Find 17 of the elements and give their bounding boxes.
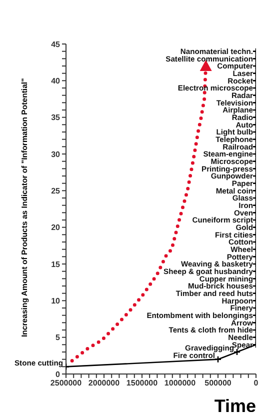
y-tick-label: 40 [51, 76, 61, 86]
x-tick-label: 0 [254, 378, 259, 388]
x-axis-title: Time [214, 396, 256, 416]
y-tick-label: 15 [51, 260, 61, 269]
y-tick-label: 45 [51, 40, 61, 49]
y-tick-label: 5 [56, 333, 61, 342]
x-tick-label: 500000 [204, 378, 232, 388]
x-tick-label: 1000000 [164, 378, 196, 388]
y-tick-label: 35 [51, 113, 61, 122]
x-tick-label: 2500000 [50, 378, 82, 388]
y-tick-label: 10 [51, 296, 61, 306]
x-tick-label: 1500000 [126, 378, 158, 388]
y-tick-label: 20 [51, 223, 61, 232]
y-tick-label: 30 [51, 150, 61, 159]
y-tick-label: 25 [51, 186, 61, 196]
x-tick-label: 2000000 [88, 378, 120, 388]
y-tick-label: 0 [56, 370, 61, 379]
